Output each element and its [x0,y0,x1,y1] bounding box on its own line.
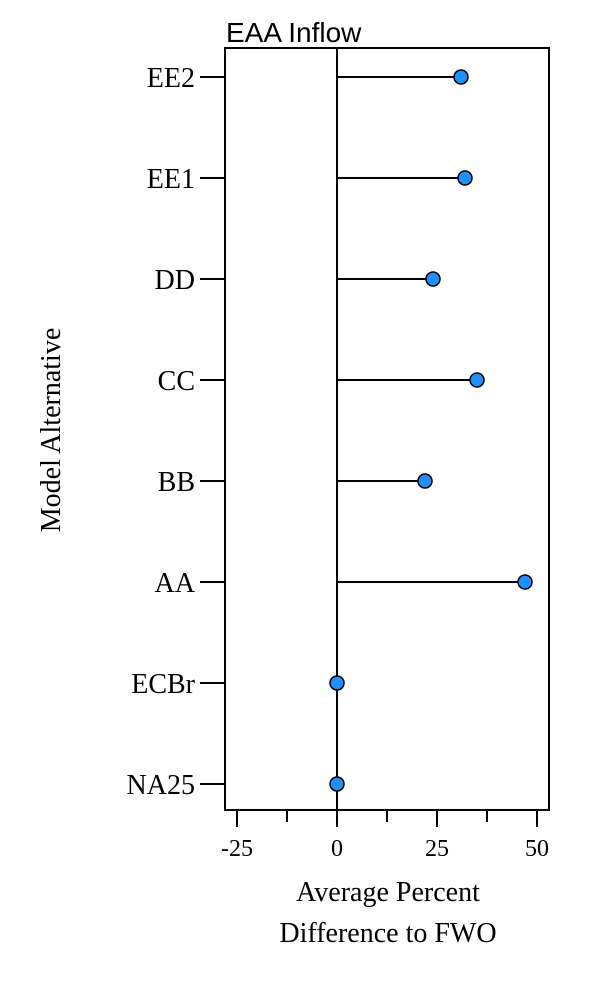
point-ecbr [329,675,345,691]
point-ee2 [453,69,469,85]
points-layer [329,69,533,792]
y-axis: EE2 EE1 DD CC BB AA ECBr NA25 [127,63,225,801]
y-axis-title: Model Alternative [36,328,67,533]
x-axis: -25 0 25 50 [221,810,549,862]
category-label: ECBr [131,669,195,700]
point-dd [425,271,441,287]
category-label: CC [158,366,195,397]
x-tick-label: 0 [331,836,343,862]
category-label: BB [158,467,195,498]
x-tick-label: 50 [525,836,549,862]
category-label: EE2 [147,63,195,94]
category-label: EE1 [147,164,195,195]
x-axis-title-line-1: Average Percent [296,877,480,908]
stems-layer [337,76,525,583]
category-label: NA25 [127,770,195,801]
category-label: AA [155,568,196,599]
x-axis-title-line-2: Difference to FWO [279,918,496,949]
plot-frame [224,47,550,811]
x-tick-label: -25 [221,836,253,862]
point-na25 [329,776,345,792]
point-cc [469,372,485,388]
category-label: DD [155,265,195,296]
point-aa [517,574,533,590]
x-tick-label: 25 [425,836,449,862]
point-ee1 [457,170,473,186]
chart-title: EAA Inflow [226,17,362,48]
point-bb [417,473,433,489]
